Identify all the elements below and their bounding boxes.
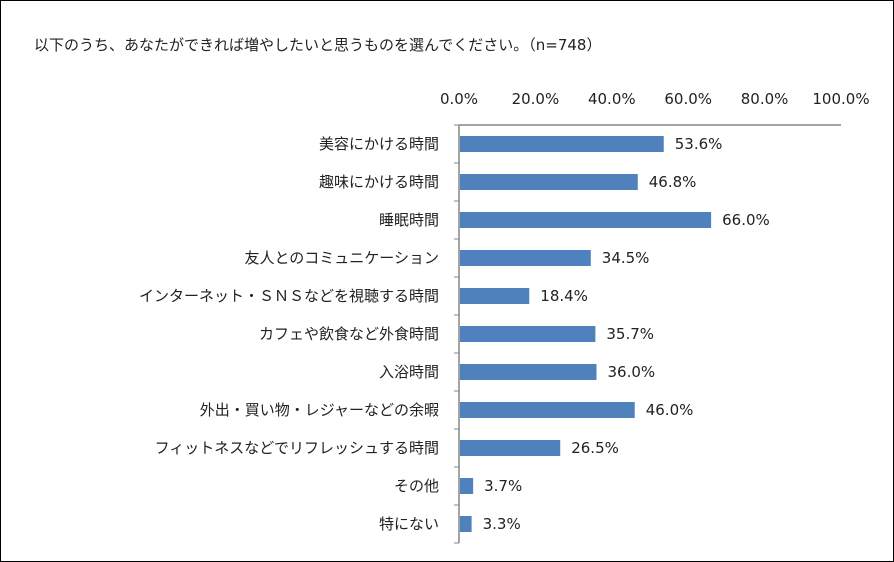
- bar-layer: [460, 136, 712, 532]
- data-label: 35.7%: [606, 325, 654, 343]
- bar: [460, 326, 596, 342]
- x-tick-label: 100.0%: [812, 90, 869, 108]
- data-label: 53.6%: [675, 135, 723, 153]
- chart-title: 以下のうち、あなたができれば増やしたいと思うものを選んでください。（n=748）: [34, 36, 602, 54]
- data-label: 18.4%: [540, 287, 588, 305]
- category-label: 特にない: [379, 515, 439, 533]
- bar: [460, 364, 597, 380]
- label-layer: 美容にかける時間 53.6% 趣味にかける時間 46.8% 睡眠時間 66.0% 友人とのコ…: [139, 135, 770, 533]
- bar: [460, 440, 561, 456]
- category-label: 外出・買い物・レジャーなどの余暇: [200, 401, 439, 419]
- axis-layer: 0.0% 20.0% 40.0% 60.0% 80.0% 100.0%: [440, 90, 870, 544]
- x-tick-label: 40.0%: [588, 90, 636, 108]
- data-label: 36.0%: [608, 363, 656, 381]
- category-label: カフェや飲食など外食時間: [259, 325, 439, 343]
- category-label: インターネット・ＳＮＳなどを視聴する時間: [139, 287, 439, 305]
- bar: [460, 288, 530, 304]
- bar: [460, 136, 664, 152]
- bar: [460, 212, 712, 228]
- bar: [460, 478, 474, 494]
- bar: [460, 402, 635, 418]
- x-tick-label: 80.0%: [741, 90, 789, 108]
- category-label: 睡眠時間: [379, 211, 439, 229]
- data-label: 46.0%: [646, 401, 694, 419]
- bar: [460, 174, 638, 190]
- data-label: 3.7%: [484, 477, 522, 495]
- data-label: 3.3%: [483, 515, 521, 533]
- x-tick-label: 60.0%: [664, 90, 712, 108]
- data-label: 34.5%: [602, 249, 650, 267]
- category-label: その他: [394, 477, 439, 495]
- category-label: 趣味にかける時間: [319, 173, 439, 191]
- x-tick-label: 0.0%: [440, 90, 478, 108]
- bar: [460, 516, 472, 532]
- bar: [460, 250, 591, 266]
- category-label: 美容にかける時間: [319, 135, 439, 153]
- data-label: 66.0%: [722, 211, 770, 229]
- category-label: 友人とのコミュニケーション: [244, 249, 439, 267]
- x-tick-label: 20.0%: [512, 90, 560, 108]
- category-label: フィットネスなどでリフレッシュする時間: [155, 439, 439, 457]
- data-label: 26.5%: [571, 439, 619, 457]
- data-label: 46.8%: [649, 173, 697, 191]
- category-label: 入浴時間: [379, 363, 439, 381]
